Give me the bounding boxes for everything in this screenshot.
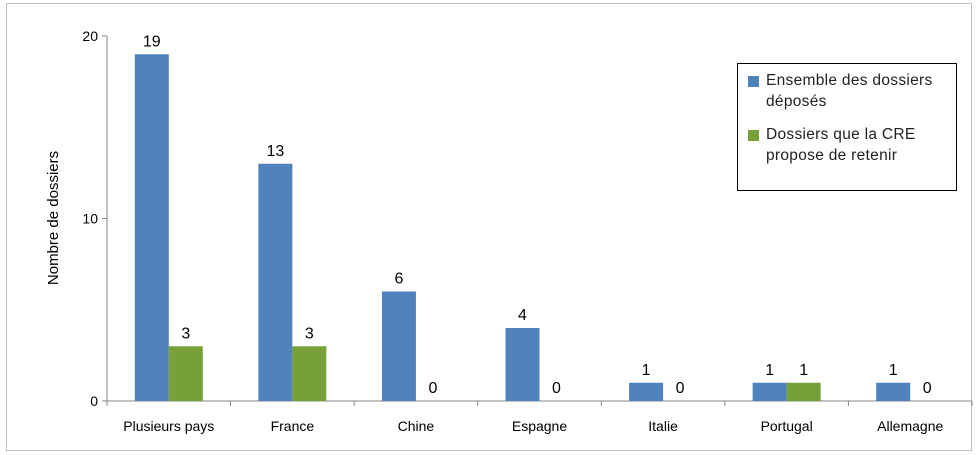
legend-label-series-1: Ensemble des dossiers déposés xyxy=(766,72,933,110)
x-tick-label: Portugal xyxy=(761,418,813,434)
bar-series-1 xyxy=(381,291,416,401)
data-label-series-1: 1 xyxy=(642,362,651,379)
data-label-series-2: 1 xyxy=(799,362,808,379)
bar-series-1 xyxy=(505,328,540,401)
data-label-series-1: 4 xyxy=(518,307,527,324)
data-label-series-2: 0 xyxy=(923,380,932,397)
legend: Ensemble des dossiers déposés Dossiers q… xyxy=(737,63,957,191)
data-label-series-1: 6 xyxy=(394,271,403,288)
x-tick-label: Allemagne xyxy=(877,418,943,434)
data-labels: 19 3 13 3 6 0 4 0 1 0 1 1 1 0 xyxy=(143,33,932,397)
data-label-series-2: 0 xyxy=(552,380,561,397)
bar-series-1 xyxy=(752,382,787,401)
data-label-series-2: 0 xyxy=(676,380,685,397)
y-tick-label: 10 xyxy=(82,211,98,227)
bar-series-2 xyxy=(168,346,203,401)
bar-series-1 xyxy=(629,382,664,401)
data-label-series-1: 1 xyxy=(889,362,898,379)
bar-series-2 xyxy=(292,346,327,401)
legend-swatch-series-2 xyxy=(748,130,759,141)
x-tick-label: Plusieurs pays xyxy=(123,418,214,434)
data-label-series-1: 13 xyxy=(266,143,284,160)
data-label-series-2: 3 xyxy=(305,325,314,342)
data-label-series-1: 1 xyxy=(765,362,774,379)
bar-series-2 xyxy=(786,382,821,401)
bar-series-1 xyxy=(258,163,293,401)
y-tick-label: 0 xyxy=(90,393,98,409)
y-tick-label: 20 xyxy=(82,28,98,44)
bars xyxy=(134,54,911,401)
bar-series-1 xyxy=(876,382,911,401)
x-tick-label: Espagne xyxy=(512,418,567,434)
bar-series-1 xyxy=(134,54,169,401)
x-tick-label: France xyxy=(271,418,315,434)
data-label-series-1: 19 xyxy=(143,33,161,50)
x-tick-label: Italie xyxy=(648,418,678,434)
x-tick-label: Chine xyxy=(398,418,435,434)
legend-label-series-2: Dossiers que la CRE propose de retenir xyxy=(766,126,916,164)
data-label-series-2: 3 xyxy=(181,325,190,342)
legend-swatch-series-1 xyxy=(748,76,759,87)
y-axis-title: Nombre de dossiers xyxy=(45,151,62,285)
data-label-series-2: 0 xyxy=(428,380,437,397)
